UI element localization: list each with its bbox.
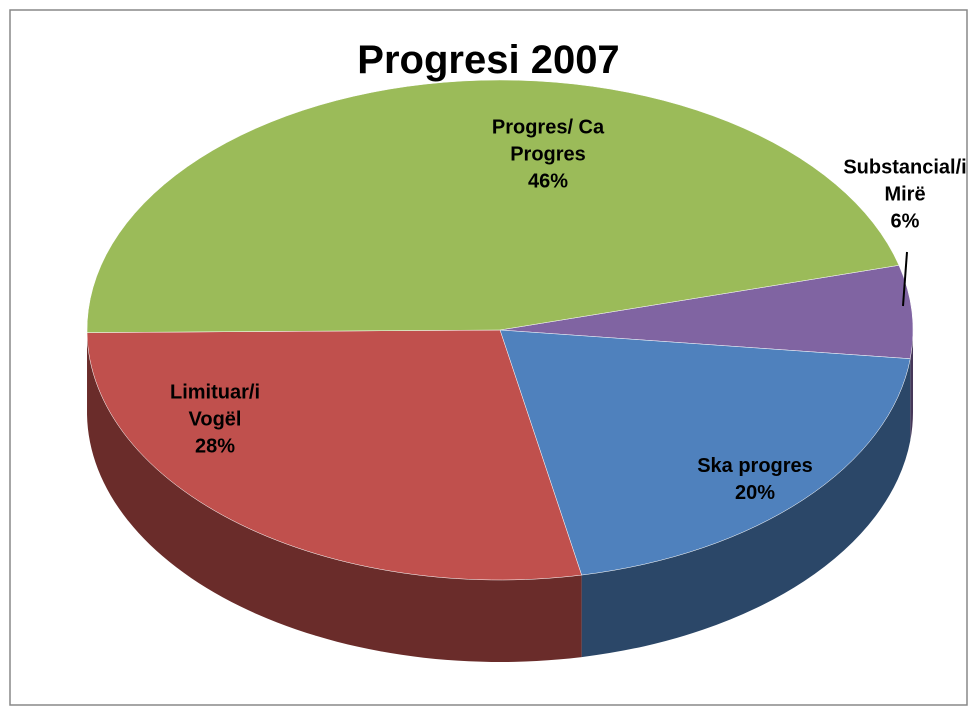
slice-label: Progres/ Ca Progres 46% [473,115,623,196]
slice-name: Substancial/i Mirë [843,156,967,206]
slice-name: Limituar/i Vogël [169,381,260,431]
slice-name: Progres/ Ca Progres [491,116,605,166]
slice-label: Ska progres 20% [675,453,835,507]
slice-label: Substancial/i Mirë 6% [835,155,975,236]
pie-tops [86,79,914,581]
pie-slice [499,329,911,576]
pie-slice [499,265,914,359]
slice-name: Ska progres [697,455,813,477]
slice-side [910,330,913,441]
slice-value: 46% [527,170,569,193]
leader-line [902,251,908,307]
slice-label: Limituar/i Vogël 28% [145,380,285,461]
pie-slice [86,329,582,581]
slice-side [581,358,911,658]
slice-value: 6% [890,210,920,233]
slice-side [87,332,582,663]
chart-title: Progresi 2007 [357,38,620,82]
slice-value: 28% [194,435,236,458]
pie-sides [87,330,913,663]
pie-slice [86,79,900,333]
slice-value: 20% [734,482,776,504]
